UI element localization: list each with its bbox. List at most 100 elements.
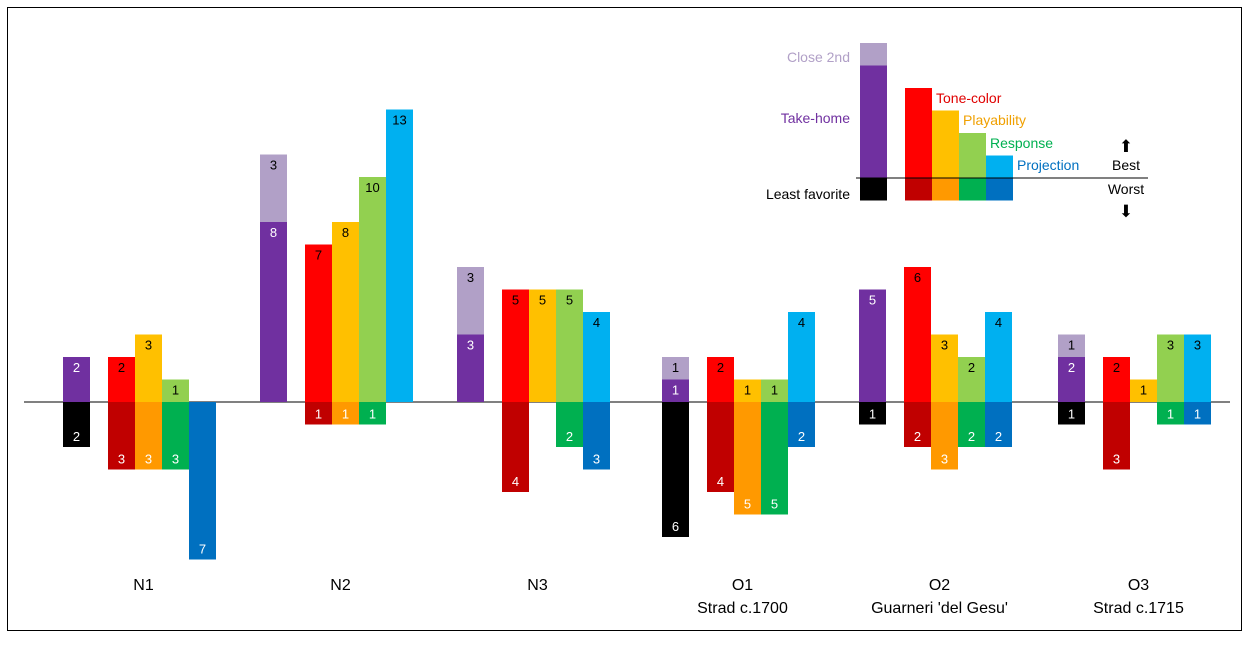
close2nd-value: 1 bbox=[1068, 338, 1075, 353]
least-favorite-bar bbox=[1058, 402, 1085, 425]
tone-worst-bar bbox=[707, 402, 734, 492]
proj-worst-value: 2 bbox=[995, 429, 1002, 444]
play-best-bar bbox=[332, 222, 359, 402]
resp-worst-value: 3 bbox=[172, 452, 179, 467]
resp-best-bar bbox=[761, 379, 788, 402]
play-worst-bar bbox=[135, 402, 162, 470]
proj-worst-bar bbox=[788, 402, 815, 447]
proj-best-value: 4 bbox=[798, 315, 805, 330]
least-favorite-value: 6 bbox=[672, 519, 679, 534]
tone-best-value: 7 bbox=[315, 248, 322, 263]
legend-worst-label: Worst bbox=[1108, 181, 1144, 197]
legend-proj-label: Projection bbox=[1017, 157, 1079, 173]
close2nd-value: 3 bbox=[467, 270, 474, 285]
legend-proj-best-swatch bbox=[986, 155, 1013, 178]
proj-worst-bar bbox=[583, 402, 610, 470]
play-best-bar bbox=[734, 379, 761, 402]
takehome-bar bbox=[457, 334, 484, 402]
tone-best-value: 2 bbox=[717, 360, 724, 375]
tone-best-bar bbox=[502, 289, 529, 402]
proj-best-value: 4 bbox=[995, 315, 1002, 330]
play-worst-bar bbox=[734, 402, 761, 515]
close2nd-bar bbox=[662, 357, 689, 380]
proj-best-bar bbox=[386, 109, 413, 402]
resp-best-value: 1 bbox=[172, 383, 179, 398]
instrument-label: N1 bbox=[133, 577, 154, 594]
tone-worst-value: 4 bbox=[512, 474, 519, 489]
resp-worst-bar bbox=[1157, 402, 1184, 425]
play-worst-value: 3 bbox=[941, 452, 948, 467]
play-best-value: 3 bbox=[145, 338, 152, 353]
worst-arrow-icon: ⬇ bbox=[1119, 202, 1133, 221]
instrument-label: O2 bbox=[929, 577, 950, 594]
proj-best-value: 4 bbox=[593, 315, 600, 330]
instrument-label: O3 bbox=[1128, 577, 1149, 594]
legend-resp-best-swatch bbox=[959, 133, 986, 178]
play-best-bar bbox=[529, 289, 556, 402]
legend-play-best-swatch bbox=[932, 110, 959, 178]
proj-best-bar bbox=[1184, 334, 1211, 402]
proj-best-value: 13 bbox=[392, 113, 406, 128]
tone-worst-bar bbox=[502, 402, 529, 492]
takehome-bar bbox=[63, 357, 90, 402]
play-worst-value: 3 bbox=[145, 452, 152, 467]
resp-best-value: 3 bbox=[1167, 338, 1174, 353]
takehome-bar bbox=[859, 289, 886, 402]
tone-best-bar bbox=[108, 357, 135, 402]
resp-best-bar bbox=[958, 357, 985, 402]
proj-best-value: 3 bbox=[1194, 338, 1201, 353]
resp-best-value: 10 bbox=[365, 180, 379, 195]
play-worst-value: 5 bbox=[744, 497, 751, 512]
play-best-bar bbox=[931, 334, 958, 402]
resp-worst-value: 1 bbox=[369, 407, 376, 422]
takehome-value: 3 bbox=[467, 338, 474, 353]
play-worst-bar bbox=[931, 402, 958, 470]
least-favorite-value: 2 bbox=[73, 429, 80, 444]
tone-worst-value: 1 bbox=[315, 407, 322, 422]
legend-close2nd-swatch bbox=[860, 43, 887, 66]
legend-close2nd-label: Close 2nd bbox=[787, 49, 850, 65]
takehome-bar bbox=[662, 379, 689, 402]
resp-worst-value: 5 bbox=[771, 497, 778, 512]
proj-best-bar bbox=[583, 312, 610, 402]
legend-least-swatch bbox=[860, 178, 887, 201]
proj-best-bar bbox=[985, 312, 1012, 402]
resp-worst-value: 1 bbox=[1167, 407, 1174, 422]
tone-worst-value: 4 bbox=[717, 474, 724, 489]
instrument-label: N2 bbox=[330, 577, 351, 594]
resp-worst-bar bbox=[556, 402, 583, 447]
proj-worst-bar bbox=[189, 402, 216, 560]
tone-best-value: 2 bbox=[1113, 360, 1120, 375]
resp-best-bar bbox=[359, 177, 386, 402]
takehome-value: 5 bbox=[869, 293, 876, 308]
legend-tone-label: Tone-color bbox=[936, 90, 1002, 106]
close2nd-value: 3 bbox=[270, 158, 277, 173]
play-best-bar bbox=[135, 334, 162, 402]
proj-worst-value: 7 bbox=[199, 542, 206, 557]
tone-best-bar bbox=[1103, 357, 1130, 402]
takehome-value: 8 bbox=[270, 225, 277, 240]
legend-resp-label: Response bbox=[990, 135, 1053, 151]
proj-worst-value: 3 bbox=[593, 452, 600, 467]
least-favorite-bar bbox=[859, 402, 886, 425]
instrument-label: N3 bbox=[527, 577, 548, 594]
close2nd-bar bbox=[260, 154, 287, 222]
proj-worst-value: 2 bbox=[798, 429, 805, 444]
tone-worst-bar bbox=[904, 402, 931, 447]
least-favorite-bar bbox=[662, 402, 689, 537]
resp-best-bar bbox=[162, 379, 189, 402]
least-favorite-bar bbox=[63, 402, 90, 447]
resp-best-value: 2 bbox=[968, 360, 975, 375]
takehome-value: 1 bbox=[672, 383, 679, 398]
legend-resp-worst-swatch bbox=[959, 178, 986, 201]
resp-worst-bar bbox=[958, 402, 985, 447]
tone-best-value: 2 bbox=[118, 360, 125, 375]
instrument-sublabel: Guarneri 'del Gesu' bbox=[871, 600, 1008, 617]
tone-best-bar bbox=[904, 267, 931, 402]
play-best-value: 1 bbox=[744, 383, 751, 398]
proj-worst-bar bbox=[985, 402, 1012, 447]
proj-worst-value: 1 bbox=[1194, 407, 1201, 422]
resp-worst-value: 2 bbox=[566, 429, 573, 444]
takehome-value: 2 bbox=[1068, 360, 1075, 375]
legend-proj-worst-swatch bbox=[986, 178, 1013, 201]
